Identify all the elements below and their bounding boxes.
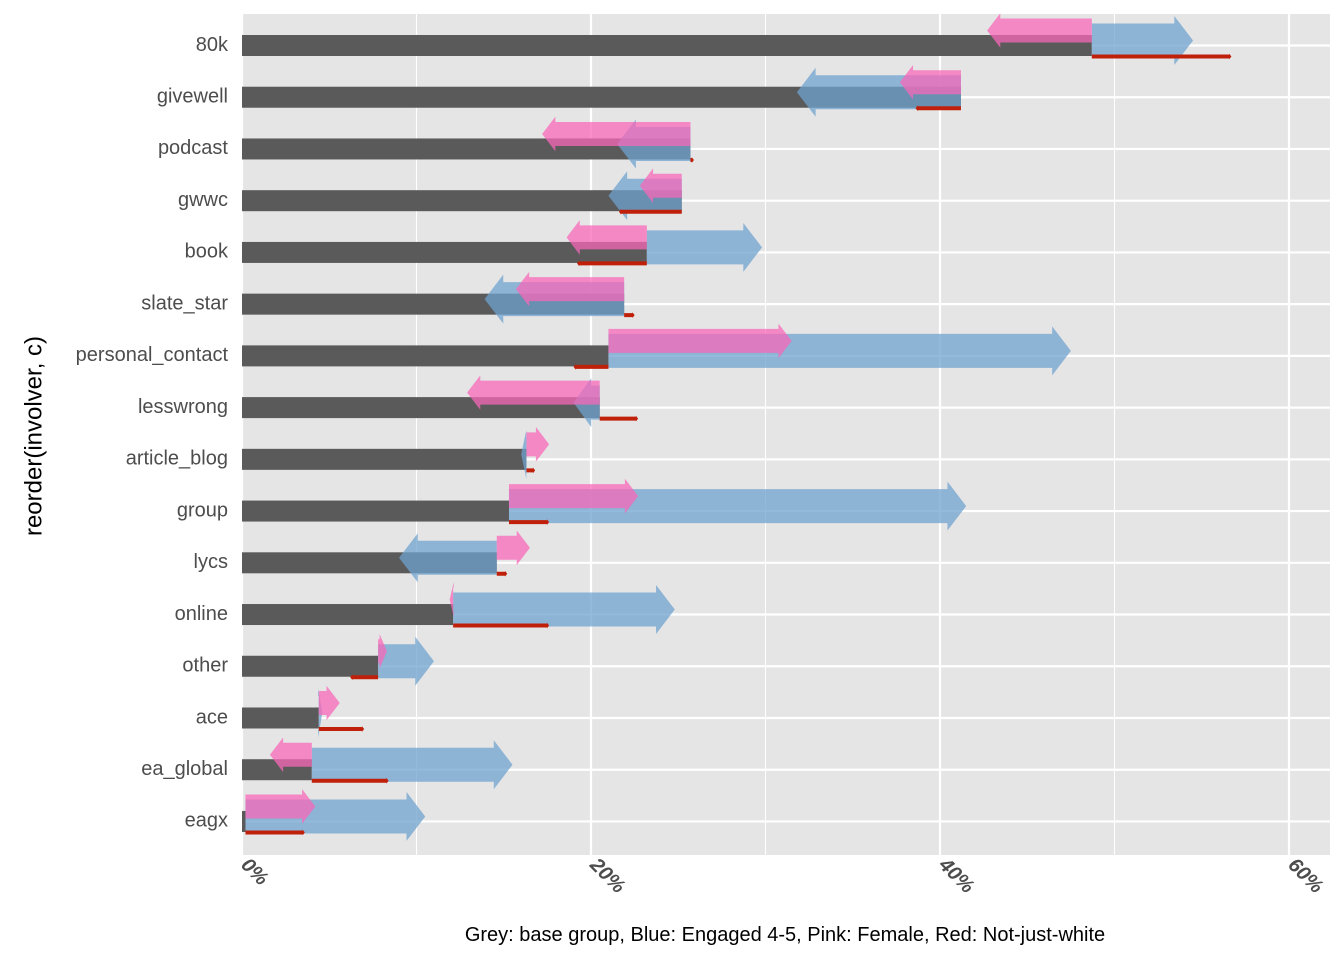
y-tick-label: ace — [196, 706, 228, 728]
nonwhite-arrow — [508, 519, 550, 525]
x-tick-label: 20% — [585, 853, 630, 898]
engaged-arrow — [1091, 16, 1194, 65]
female-arrow — [639, 168, 682, 203]
engaged-arrow — [646, 222, 763, 272]
female-arrow — [318, 685, 340, 721]
y-tick-labels: 80k givewell podcast gwwc book slate_starpers… — [76, 34, 229, 832]
base-bar — [242, 35, 1092, 56]
nonwhite-arrow — [1091, 53, 1232, 60]
y-tick-label: lesswrong — [138, 396, 228, 418]
engaged-arrow — [399, 533, 497, 583]
nonwhite-arrow — [577, 260, 647, 267]
female-arrow — [449, 582, 454, 617]
y-tick-label: givewell — [157, 86, 228, 108]
y-tick-label: article_blog — [126, 448, 228, 470]
nonwhite-arrow — [690, 157, 694, 163]
nonwhite-arrow — [318, 726, 365, 732]
y-tick-label: lycs — [194, 551, 228, 573]
nonwhite-arrow — [311, 777, 389, 784]
base-bar — [242, 86, 961, 108]
x-tick-label: 60% — [1283, 854, 1327, 898]
engaged-arrow — [521, 429, 527, 479]
y-tick-label: group — [177, 499, 228, 521]
base-bar — [242, 707, 319, 729]
base-bar — [242, 190, 682, 212]
female-arrow — [566, 220, 647, 255]
x-tick-labels: 0% 20% 40% 60% — [236, 853, 1327, 898]
base-bar — [242, 810, 246, 832]
chart-caption: Grey: base group, Blue: Engaged 4-5, Pin… — [465, 924, 1105, 946]
y-tick-label: ea_global — [141, 758, 228, 780]
y-tick-label: eagx — [185, 810, 228, 832]
y-tick-label: podcast — [158, 137, 228, 159]
y-tick-label: book — [185, 241, 229, 263]
base-bar — [242, 655, 379, 677]
base-bar — [242, 500, 509, 522]
nonwhite-arrow — [453, 622, 550, 629]
female-arrow — [496, 530, 530, 566]
base-bar — [242, 604, 454, 626]
engaged-arrow — [453, 585, 675, 635]
nonwhite-arrow — [573, 364, 609, 370]
female-arrow — [245, 789, 316, 824]
y-axis-title: reorder(involver, c) — [20, 336, 47, 536]
y-tick-label: gwwc — [178, 189, 228, 211]
nonwhite-arrow — [618, 208, 682, 215]
base-bar — [242, 345, 609, 367]
nonwhite-arrow — [526, 467, 536, 474]
nonwhite-arrow — [599, 415, 639, 422]
nonwhite-arrow — [245, 829, 305, 836]
female-arrow — [467, 375, 600, 410]
x-tick-label: 0% — [236, 854, 272, 890]
female-arrow — [269, 737, 312, 772]
y-tick-label: personal_contact — [76, 344, 229, 366]
base-bar — [242, 448, 527, 470]
engaged-arrow — [311, 740, 513, 790]
female-arrow — [515, 271, 625, 307]
nonwhite-arrow — [496, 570, 508, 577]
female-arrow — [542, 116, 691, 152]
chart-marks — [242, 13, 1232, 841]
x-tick-label: 40% — [934, 853, 979, 898]
female-arrow — [526, 427, 550, 462]
female-arrow — [378, 633, 387, 669]
female-arrow — [987, 13, 1092, 48]
female-arrow — [508, 478, 639, 514]
engaged-arrow — [378, 636, 434, 686]
nonwhite-arrow — [624, 312, 635, 319]
base-bar — [242, 241, 647, 263]
nonwhite-arrow — [350, 674, 379, 681]
y-tick-label: slate_star — [141, 292, 228, 314]
female-arrow — [899, 64, 961, 100]
female-arrow — [608, 323, 792, 359]
y-tick-label: other — [182, 655, 228, 677]
y-tick-label: 80k — [196, 34, 229, 56]
nonwhite-arrow — [915, 105, 961, 112]
y-tick-label: online — [175, 603, 228, 625]
